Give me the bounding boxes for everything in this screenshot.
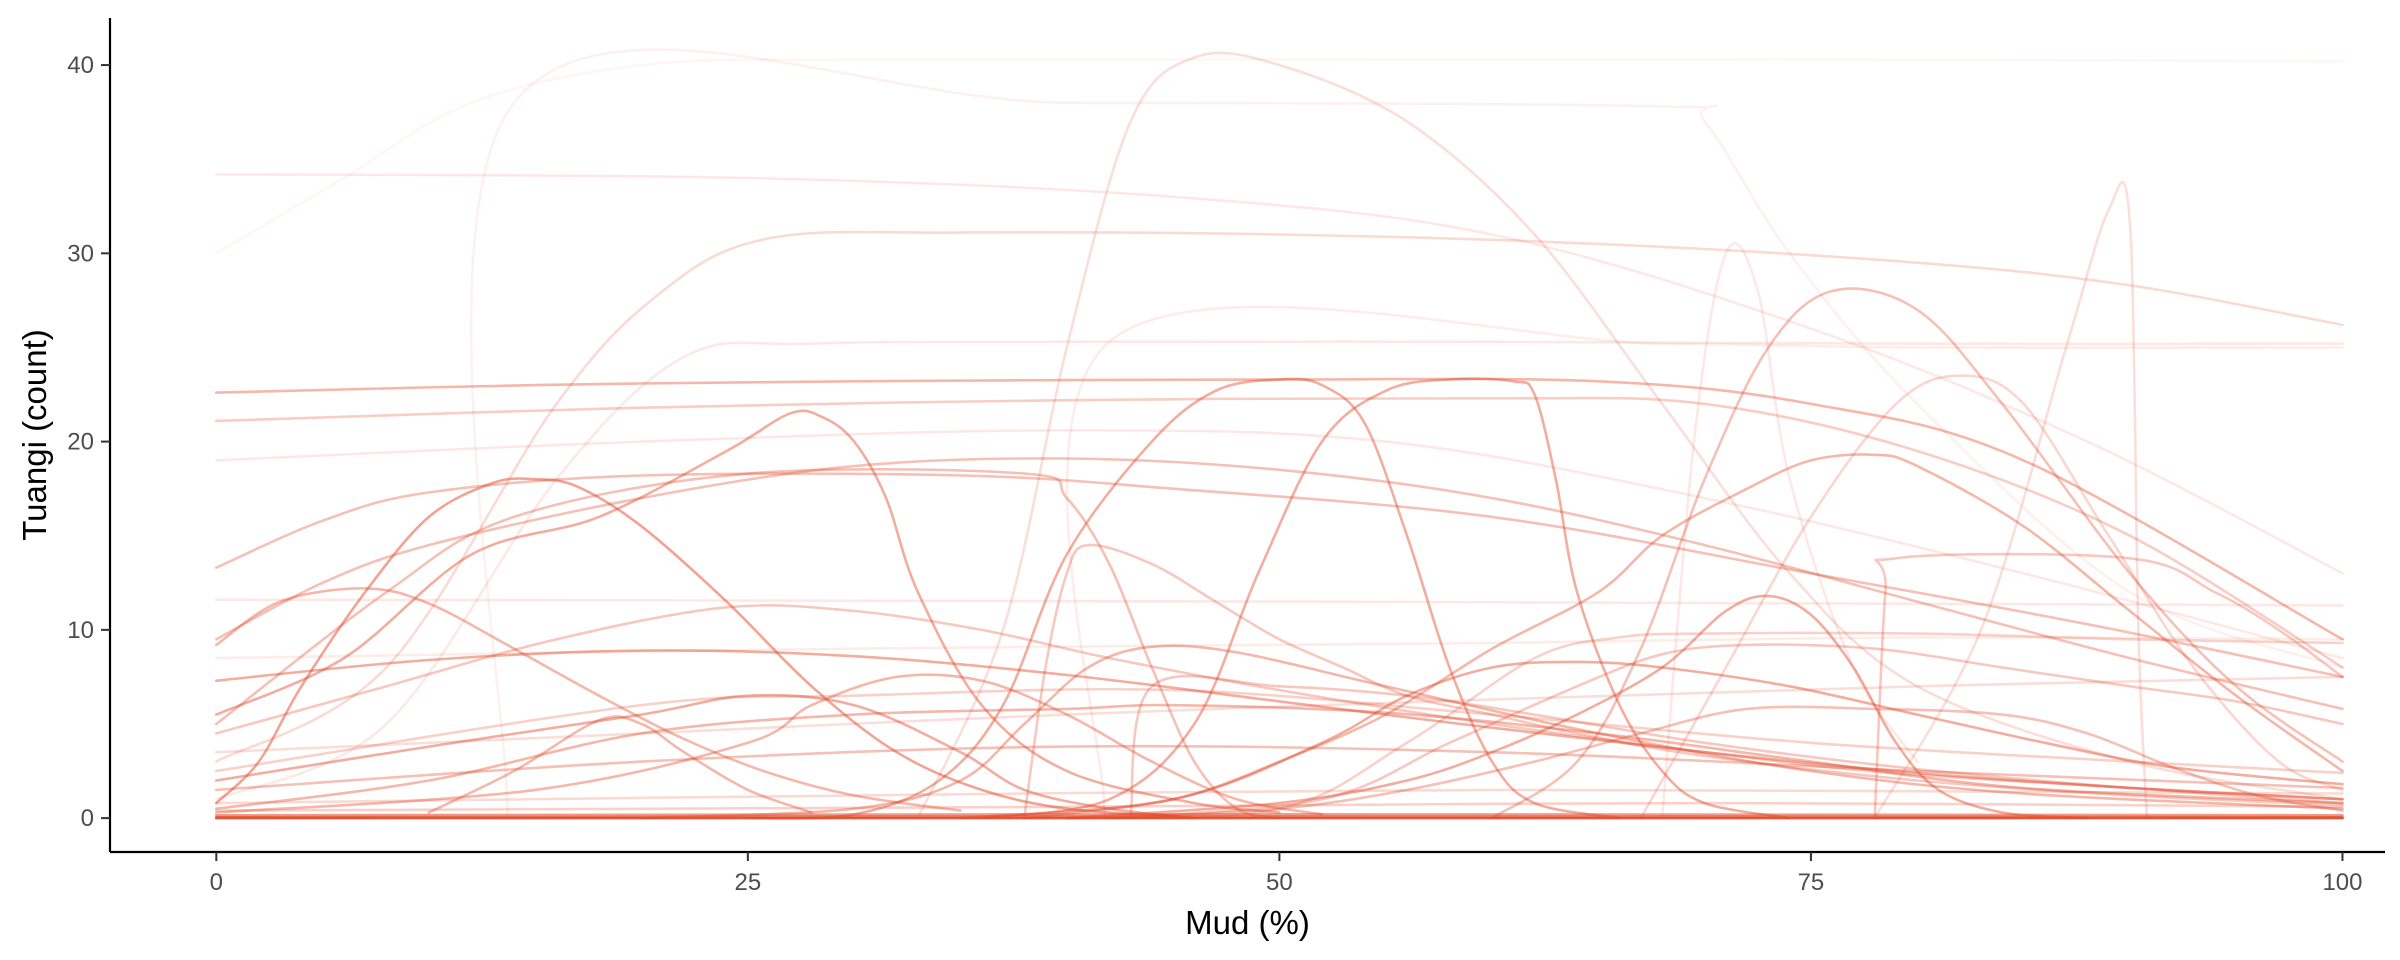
series-line-13 <box>1873 180 2149 820</box>
series-line-33 <box>1065 594 2089 820</box>
series-line-32 <box>959 660 2344 820</box>
curve-layer <box>215 48 2344 820</box>
series-line-5 <box>215 230 2344 763</box>
series-line-15 <box>215 409 1281 814</box>
series-line-36 <box>1108 643 2344 820</box>
x-tick-label: 75 <box>1798 869 1825 896</box>
y-axis-ticks: 0 10 20 30 40 <box>67 52 110 832</box>
series-line-14 <box>1873 552 2344 820</box>
x-tick-label: 0 <box>210 869 223 896</box>
x-tick-label: 100 <box>2322 869 2362 896</box>
y-tick-label: 0 <box>81 805 94 832</box>
series-line-18 <box>215 467 1281 820</box>
y-tick-label: 20 <box>67 429 94 456</box>
series-line-1 <box>215 57 2344 255</box>
series-line-34 <box>1108 705 2344 820</box>
series-line-27 <box>640 644 2344 820</box>
x-tick-label: 25 <box>734 869 761 896</box>
series-line-11 <box>1639 374 2344 820</box>
series-line-38 <box>215 687 2344 775</box>
series-line-29 <box>980 377 1791 820</box>
series-line-24 <box>215 693 1196 820</box>
series-line-25 <box>215 673 1324 816</box>
series-line-28 <box>746 377 1621 820</box>
series-line-16 <box>215 703 2344 810</box>
series-line-26 <box>427 715 813 814</box>
series-line-2 <box>469 48 2344 820</box>
series-line-6 <box>215 340 2344 801</box>
series-line-40 <box>215 598 2344 607</box>
series-line-21 <box>215 649 2344 801</box>
series-line-4 <box>215 173 2344 575</box>
series-line-20 <box>215 457 2344 711</box>
series-line-39 <box>215 744 2344 792</box>
series-line-44 <box>215 788 2344 805</box>
series-line-37 <box>1065 631 2344 820</box>
series-line-31 <box>1023 453 2344 820</box>
series-line-3 <box>916 51 2344 820</box>
x-tick-label: 50 <box>1266 869 1293 896</box>
series-line-35 <box>1129 674 2344 820</box>
x-axis-title: Mud (%) <box>1185 904 1310 941</box>
series-line-9 <box>215 396 2344 669</box>
series-line-45 <box>215 801 2344 812</box>
y-axis-title: Tuangi (count) <box>16 329 53 541</box>
y-tick-label: 40 <box>67 52 94 79</box>
series-line-23 <box>215 604 2344 801</box>
series-line-41 <box>215 636 2344 660</box>
y-tick-label: 10 <box>67 617 94 644</box>
series-line-17 <box>215 477 1175 818</box>
series-line-43 <box>215 429 2344 660</box>
series-line-7 <box>1065 305 2344 820</box>
series-line-10 <box>1490 287 2344 820</box>
series-line-42 <box>215 675 2344 754</box>
x-axis-ticks: 0 25 50 75 100 <box>210 852 2363 896</box>
series-line-8 <box>215 377 2344 641</box>
series-line-30 <box>1023 543 2344 820</box>
series-line-22 <box>215 587 962 812</box>
series-line-19 <box>215 472 2344 679</box>
series-line-46 <box>215 813 2344 817</box>
series-line-12 <box>1660 241 1919 820</box>
y-tick-label: 30 <box>67 240 94 267</box>
